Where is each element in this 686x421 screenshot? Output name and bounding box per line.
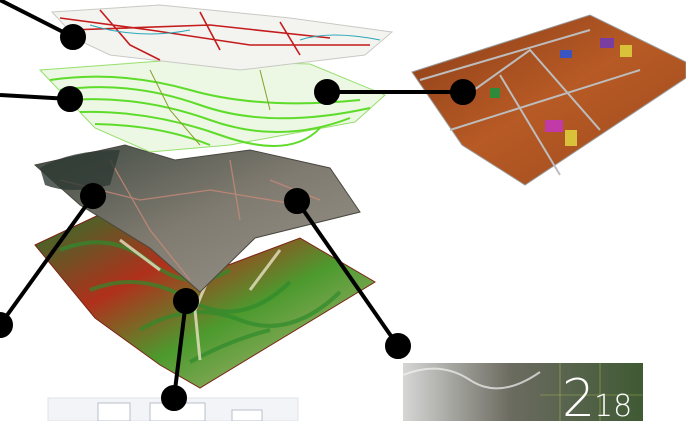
connector-dot-buildings-left (314, 79, 340, 105)
splash-hillshade (402, 367, 541, 390)
buildings-layer (411, 14, 686, 186)
contour-layer (38, 59, 386, 153)
connector-dot-splash (385, 333, 411, 359)
satellite-forest (40, 150, 120, 190)
vector-roads (59, 9, 370, 61)
connector-elevation (172, 300, 188, 399)
ui-thumbnail-panel (97, 402, 131, 421)
connector-dot-satellite-right (284, 188, 310, 214)
connector-dot-buildings-right (450, 79, 476, 105)
connector-dot-elevation (173, 288, 199, 314)
connector-dot-vector (60, 24, 86, 50)
contour-sheet (38, 59, 386, 153)
connectors (0, 0, 476, 411)
buildings-streets (419, 29, 641, 176)
building-block-magenta (545, 120, 563, 132)
satellite-roads (59, 159, 321, 281)
building-block-yellow-2 (565, 130, 577, 146)
building-block-green (490, 88, 500, 98)
splash-thumbnail: 2 18 (402, 363, 643, 421)
contour-rivers (149, 69, 271, 146)
ui-thumbnail-panel-3 (231, 409, 263, 421)
connector-dot-contour (57, 86, 83, 112)
connector-satellite-right (295, 199, 400, 348)
splash-grid (540, 363, 643, 421)
connector-dot-satellite-edge (0, 312, 13, 338)
vector-water (89, 24, 381, 41)
contour-lines (49, 75, 371, 147)
vector-layer (50, 4, 394, 71)
vector-sheet (50, 4, 394, 71)
buildings-base (411, 14, 686, 186)
building-block-purple (600, 38, 614, 48)
connector-dot-ui (161, 385, 187, 411)
connector-vector (0, 0, 74, 39)
satellite-surface (33, 144, 361, 293)
connector-satellite-left (0, 194, 95, 327)
building-block-blue (560, 50, 572, 58)
satellite-layer (33, 144, 361, 293)
building-block-yellow (620, 45, 632, 57)
splash-version-minor: 18 (594, 389, 632, 421)
splash-background (403, 363, 643, 421)
connector-dot-satellite-left (80, 183, 106, 209)
splash-version-major: 2 (562, 369, 595, 421)
